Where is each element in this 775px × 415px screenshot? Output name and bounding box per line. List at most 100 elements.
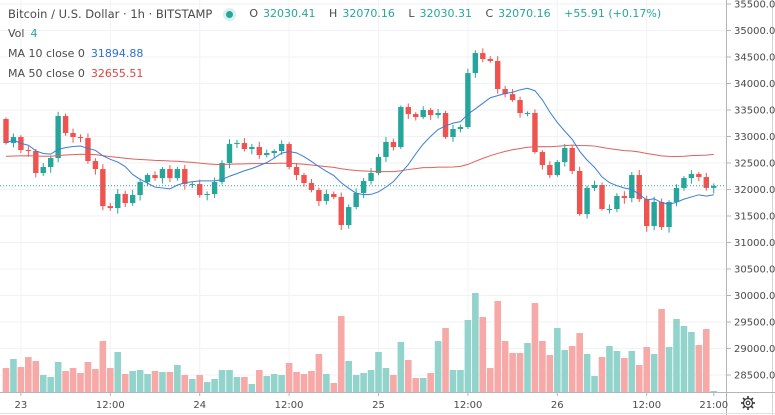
- candle-body: [286, 144, 292, 168]
- volume-legend-row[interactable]: Vol 4: [8, 24, 666, 44]
- candle-body: [278, 144, 285, 152]
- candle-body: [129, 195, 136, 204]
- candle-body: [159, 169, 166, 179]
- volume-bar: [211, 379, 218, 392]
- candle-body: [435, 113, 441, 116]
- price-tick-label: 32500.00: [734, 159, 775, 170]
- candle-body: [562, 148, 568, 163]
- candle-body: [666, 202, 672, 228]
- price-axis[interactable]: 35500.00 35000.00 34500.00 34000.00 33500.00…: [726, 0, 775, 382]
- volume-bar: [412, 378, 420, 392]
- candle-body: [658, 202, 665, 228]
- price-tick-label: 35000.00: [734, 26, 775, 37]
- time-tick-label: 26: [551, 400, 564, 411]
- candle-body: [152, 175, 158, 179]
- volume-bar: [680, 326, 688, 392]
- price-tick-label: 34000.00: [734, 79, 775, 90]
- volume-bar: [315, 354, 323, 392]
- volume-bar: [270, 374, 278, 392]
- volume-bar: [129, 371, 136, 392]
- volume-bar: [688, 332, 695, 392]
- close-value: 32070.16: [498, 7, 551, 20]
- candle-body: [487, 59, 493, 62]
- volume-bar: [278, 375, 285, 392]
- volume-bar: [62, 371, 69, 392]
- volume-bar: [531, 303, 539, 392]
- time-tick-label: 12:00: [275, 400, 304, 411]
- volume-bar: [576, 333, 583, 392]
- volume-bar: [598, 357, 606, 392]
- candle-body: [375, 157, 382, 174]
- candle-body: [70, 133, 76, 138]
- candle-body: [606, 209, 613, 211]
- candle-body: [338, 197, 344, 226]
- volume-bar: [375, 352, 382, 392]
- volume-bar: [390, 375, 397, 392]
- candle-body: [182, 169, 188, 185]
- volume-bar: [181, 375, 189, 392]
- candle-body: [92, 161, 99, 170]
- symbol-title[interactable]: Bitcoin / U.S. Dollar · 1h · BITSTAMP: [8, 7, 213, 21]
- candle-body: [509, 94, 516, 101]
- candle-body: [547, 165, 553, 176]
- candle-body: [457, 127, 464, 130]
- candle-body: [554, 162, 560, 176]
- ma10-value: 31894.88: [90, 47, 144, 60]
- volume-bar: [427, 373, 434, 392]
- candle-body: [517, 100, 523, 114]
- candle-body: [703, 177, 709, 188]
- candle-body: [204, 194, 210, 196]
- volume-bar: [174, 365, 181, 392]
- volume-bar: [69, 368, 77, 392]
- time-axis[interactable]: 23 12:00 24 12:00 25 12:00 26 12:00 21:00: [15, 392, 729, 411]
- candle-body: [427, 110, 434, 116]
- candle-body: [539, 152, 546, 166]
- volume-bar: [703, 329, 710, 392]
- candle-body: [122, 194, 128, 204]
- open-value: 32030.41: [263, 7, 316, 20]
- low-label: L: [408, 7, 415, 20]
- ma10-line: [5, 87, 714, 205]
- candle-body: [197, 184, 203, 196]
- volume-bar: [464, 320, 472, 392]
- volume-bar: [516, 353, 524, 392]
- volume-bar: [479, 317, 487, 392]
- volume-bar: [263, 376, 271, 392]
- volume-bar: [39, 375, 47, 392]
- time-tick-label: 21:00: [699, 400, 728, 411]
- candle-body: [495, 61, 501, 90]
- candle-body: [271, 151, 277, 154]
- candle-body: [264, 153, 270, 155]
- volume-bar: [673, 319, 680, 392]
- price-tick-label: 30000.00: [734, 291, 775, 302]
- volume-bar: [591, 376, 598, 392]
- ma50-legend-row[interactable]: MA 50 close 0 32655.51: [8, 64, 666, 84]
- market-status-icon: [226, 10, 234, 18]
- price-tick-label: 29000.00: [734, 344, 775, 355]
- candle-body: [331, 194, 337, 198]
- volume-bar: [621, 358, 628, 392]
- volume-bar: [144, 374, 151, 392]
- ma10-legend-row[interactable]: MA 10 close 0 31894.88: [8, 44, 666, 64]
- volume-bar: [196, 375, 203, 392]
- volume-bar: [367, 370, 375, 392]
- candle-body: [48, 158, 54, 168]
- ma50-value: 32655.51: [90, 67, 144, 80]
- volume-bar: [188, 379, 196, 392]
- candle-body: [442, 113, 449, 138]
- volume-bar: [509, 353, 516, 392]
- volume-bar: [226, 370, 233, 392]
- candle-body: [644, 199, 650, 227]
- price-tick-label: 32000.00: [734, 185, 775, 196]
- volume-bar: [405, 360, 412, 392]
- candle-body: [405, 107, 411, 115]
- volume-bar: [107, 368, 114, 392]
- open-label: O: [249, 7, 259, 20]
- candle-body: [360, 181, 367, 193]
- settings-gear-icon[interactable]: [740, 395, 756, 411]
- volume-bar: [285, 363, 293, 392]
- volume-bar: [561, 350, 569, 392]
- candle-body: [480, 53, 486, 60]
- volume-bar: [99, 341, 107, 392]
